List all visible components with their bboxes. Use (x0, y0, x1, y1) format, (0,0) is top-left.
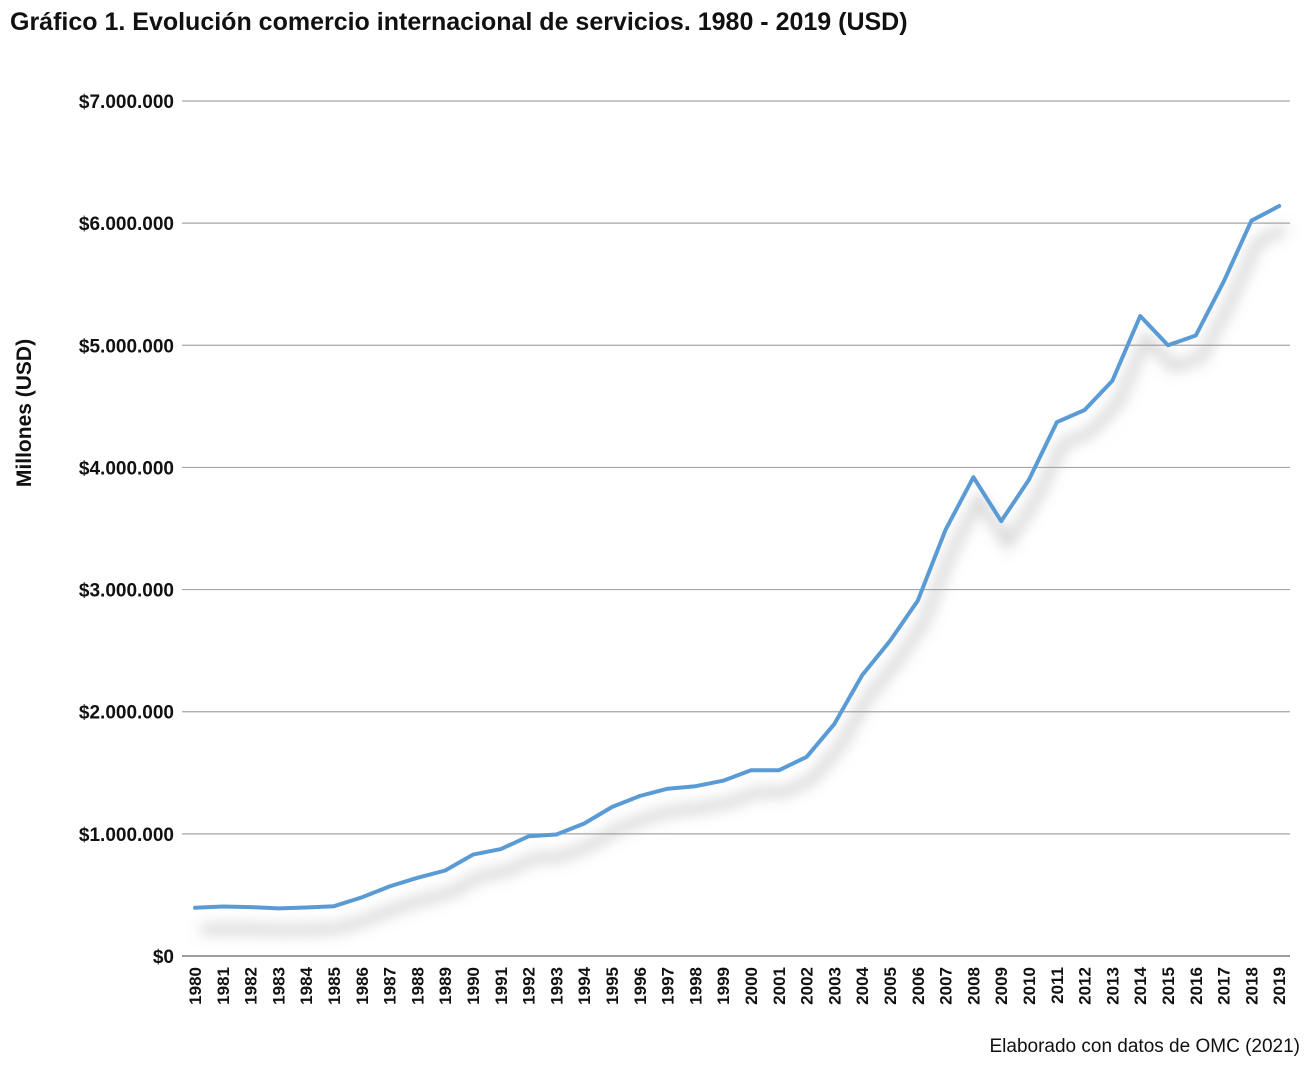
x-axis-ticks: 1980 1981 1982 1983 1984 1985 1986 1987 1988 1989… (186, 966, 1289, 1004)
x-tick-label: 2007 (937, 967, 956, 1005)
y-tick-label: $7.000.000 (79, 92, 174, 113)
x-tick-label: 2001 (770, 967, 789, 1005)
y-tick-label: $4.000.000 (79, 458, 174, 479)
x-tick-label: 2010 (1020, 967, 1039, 1005)
y-axis-ticks: $0 $1.000.000 $2.000.000 $3.000.000 $4.000.0… (79, 92, 174, 968)
x-tick-label: 2013 (1103, 967, 1122, 1005)
x-tick-label: 1986 (353, 967, 372, 1005)
x-tick-label: 2006 (909, 967, 928, 1005)
x-tick-label: 2016 (1187, 967, 1206, 1005)
y-tick-label: $0 (153, 947, 174, 968)
x-tick-label: 1996 (631, 967, 650, 1005)
x-tick-label: 1984 (297, 966, 316, 1004)
x-tick-label: 2003 (825, 967, 844, 1005)
gridlines (182, 100, 1290, 957)
x-tick-label: 2018 (1242, 967, 1261, 1005)
x-tick-label: 1981 (214, 967, 233, 1005)
x-tick-label: 1985 (325, 967, 344, 1005)
x-tick-label: 2004 (853, 966, 872, 1004)
x-tick-label: 2011 (1048, 967, 1067, 1004)
y-tick-label: $1.000.000 (79, 825, 174, 846)
x-tick-label: 1983 (269, 967, 288, 1005)
x-tick-label: 2017 (1215, 967, 1234, 1005)
x-tick-label: 2009 (992, 967, 1011, 1005)
x-tick-label: 1990 (464, 967, 483, 1005)
y-axis-label: Millones (USD) (13, 339, 36, 487)
x-tick-label: 2012 (1076, 967, 1095, 1005)
x-tick-label: 1989 (436, 967, 455, 1005)
y-tick-label: $3.000.000 (79, 581, 174, 602)
x-tick-label: 2002 (798, 967, 817, 1005)
x-tick-label: 1980 (186, 967, 205, 1005)
x-tick-label: 1997 (659, 967, 678, 1005)
y-tick-label: $2.000.000 (79, 703, 174, 724)
x-tick-label: 2014 (1131, 966, 1150, 1004)
x-tick-label: 1994 (575, 966, 594, 1004)
x-tick-label: 1993 (547, 967, 566, 1005)
series-line-shadow (200, 224, 1288, 935)
x-tick-label: 2008 (964, 967, 983, 1005)
x-tick-label: 2005 (881, 967, 900, 1005)
x-tick-label: 1987 (381, 967, 400, 1005)
y-tick-label: $5.000.000 (79, 336, 174, 357)
x-tick-label: 1988 (408, 967, 427, 1005)
x-tick-label: 1999 (714, 967, 733, 1005)
x-tick-label: 1998 (686, 967, 705, 1005)
x-tick-label: 2015 (1159, 967, 1178, 1005)
source-note: Elaborado con datos de OMC (2021) (989, 1036, 1300, 1057)
x-tick-label: 1992 (520, 967, 539, 1005)
y-tick-label: $6.000.000 (79, 214, 174, 235)
series-line (193, 204, 1282, 911)
chart-title: Gráfico 1. Evolución comercio internacio… (10, 8, 908, 36)
x-tick-label: 1982 (242, 967, 261, 1005)
x-tick-label: 2019 (1270, 967, 1289, 1005)
x-tick-label: 2000 (742, 967, 761, 1005)
x-tick-label: 1995 (603, 967, 622, 1005)
x-tick-label: 1991 (492, 967, 511, 1005)
